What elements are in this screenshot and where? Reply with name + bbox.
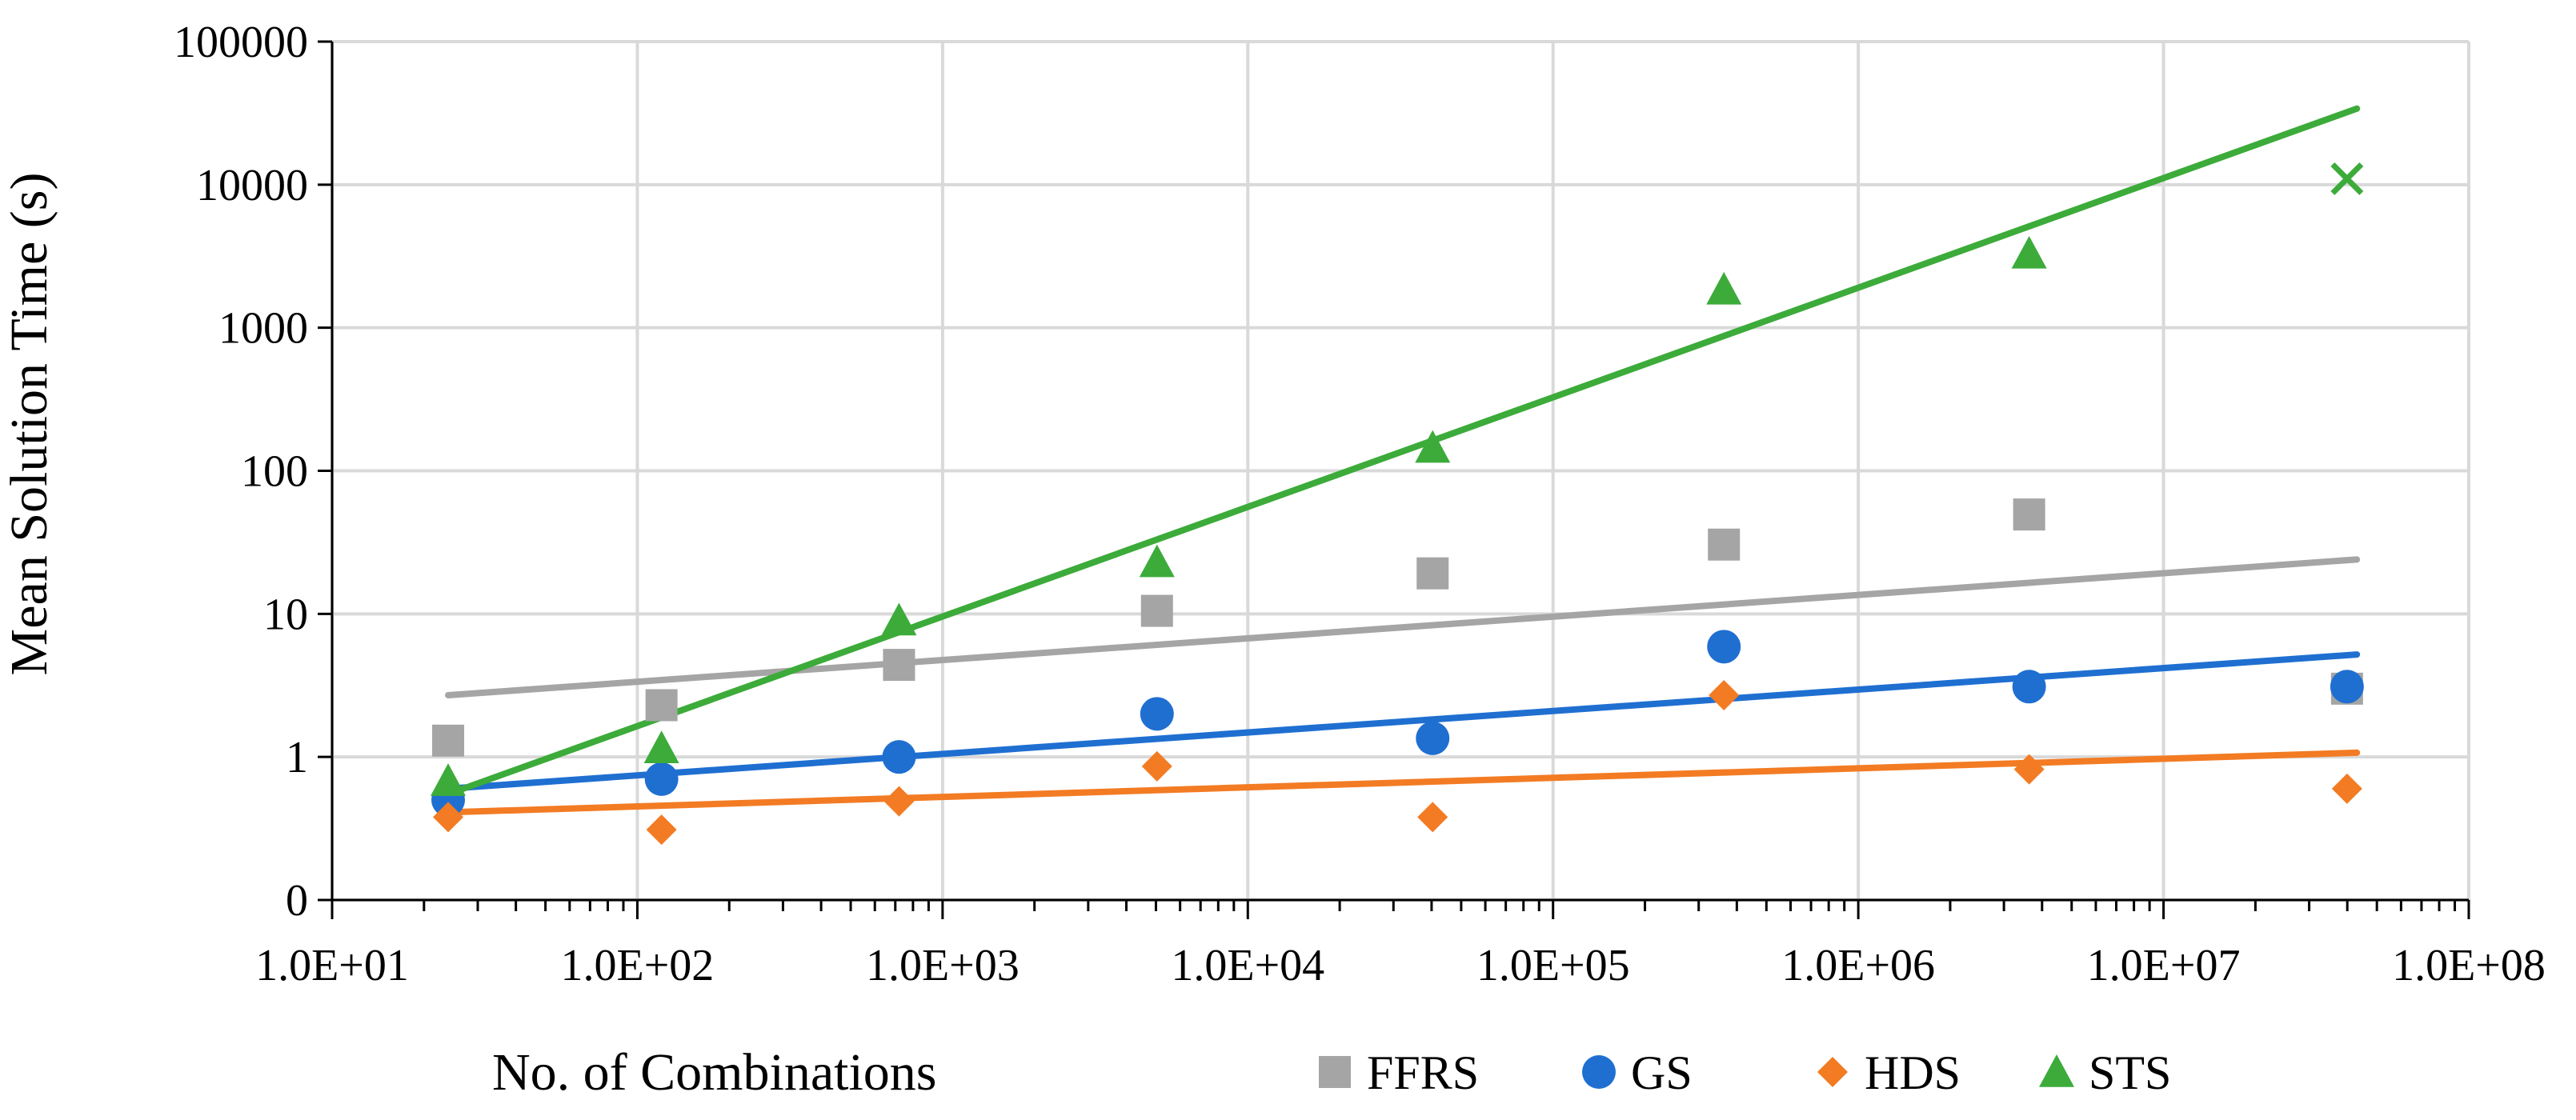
legend: FFRS GS HDS STS: [1319, 1046, 2171, 1099]
data-point-gs: [1416, 721, 1450, 755]
data-point-hds: [433, 802, 464, 833]
data-point-hds: [2331, 773, 2362, 804]
data-point-ffrs: [1140, 594, 1173, 627]
axes: [318, 40, 2470, 919]
y-tick-label: 10000: [196, 161, 308, 210]
y-tick-label: 0: [286, 876, 308, 926]
x-tick-label: 1.0E+01: [255, 941, 409, 990]
x-tick-label: 1.0E+04: [1171, 941, 1324, 990]
data-point-hds: [1141, 750, 1172, 782]
data-point-ffrs: [645, 689, 678, 722]
data-point-hds: [883, 786, 915, 817]
data-point-ffrs: [2013, 498, 2045, 531]
x-tick-label: 1.0E+05: [1476, 941, 1630, 990]
data-point-ffrs: [883, 649, 915, 682]
legend-label-gs: GS: [1631, 1046, 1693, 1099]
trendline-ffrs: [445, 556, 2361, 699]
data-point-sts: [1706, 271, 1742, 305]
y-tick-label: 100000: [174, 18, 308, 67]
data-point-gs: [1140, 697, 1174, 731]
data-point-gs: [882, 740, 916, 774]
legend-label-hds: HDS: [1865, 1046, 1961, 1099]
x-tick-label: 1.0E+07: [2087, 941, 2241, 990]
data-point-hds: [1709, 680, 1740, 711]
data-point-sts: [1139, 544, 1175, 578]
y-tick-label: 1000: [218, 304, 308, 354]
data-point-sts: [1415, 430, 1451, 463]
trendline-sts: [445, 105, 2361, 798]
data-point-sts: [431, 763, 467, 796]
data-point-sts: [2330, 162, 2364, 195]
legend-marker-hds: [1817, 1057, 1848, 1087]
data-point-sts: [881, 602, 917, 636]
legend-label-sts: STS: [2089, 1046, 2171, 1099]
legend-marker-sts: [2039, 1054, 2074, 1087]
data-point-gs: [2012, 670, 2046, 704]
trendline-hds: [445, 749, 2361, 816]
x-tick-label: 1.0E+02: [561, 941, 715, 990]
data-point-ffrs: [1416, 557, 1449, 590]
y-tick-label: 10: [263, 590, 308, 639]
x-tick-label: 1.0E+03: [866, 941, 1020, 990]
legend-marker-ffrs: [1319, 1056, 1351, 1088]
x-tick-label: 1.0E+08: [2392, 941, 2546, 990]
y-tick-label: 1: [286, 733, 308, 782]
data-point-ffrs: [432, 724, 465, 757]
legend-marker-gs: [1582, 1055, 1616, 1089]
markers: [431, 162, 2364, 846]
y-axis-title: Mean Solution Time (s): [0, 173, 58, 676]
x-tick-label: 1.0E+06: [1781, 941, 1935, 990]
data-point-gs: [644, 762, 679, 796]
data-point-gs: [1707, 630, 1741, 664]
x-marker-stroke: [2330, 162, 2364, 195]
x-axis-title: No. of Combinations: [492, 1043, 937, 1102]
data-point-ffrs: [1708, 528, 1741, 561]
data-point-hds: [2013, 754, 2045, 785]
y-tick-label: 100: [241, 447, 308, 497]
data-point-sts: [643, 730, 679, 764]
data-point-sts: [2011, 235, 2047, 269]
data-point-gs: [2330, 670, 2364, 704]
legend-label-ffrs: FFRS: [1367, 1046, 1479, 1099]
data-point-hds: [1417, 802, 1448, 833]
tick-labels: 1.0E+01 1.0E+02 1.0E+03 1.0E+04 1.0E+05 1.0E+…: [174, 18, 2546, 990]
data-point-hds: [646, 814, 677, 846]
